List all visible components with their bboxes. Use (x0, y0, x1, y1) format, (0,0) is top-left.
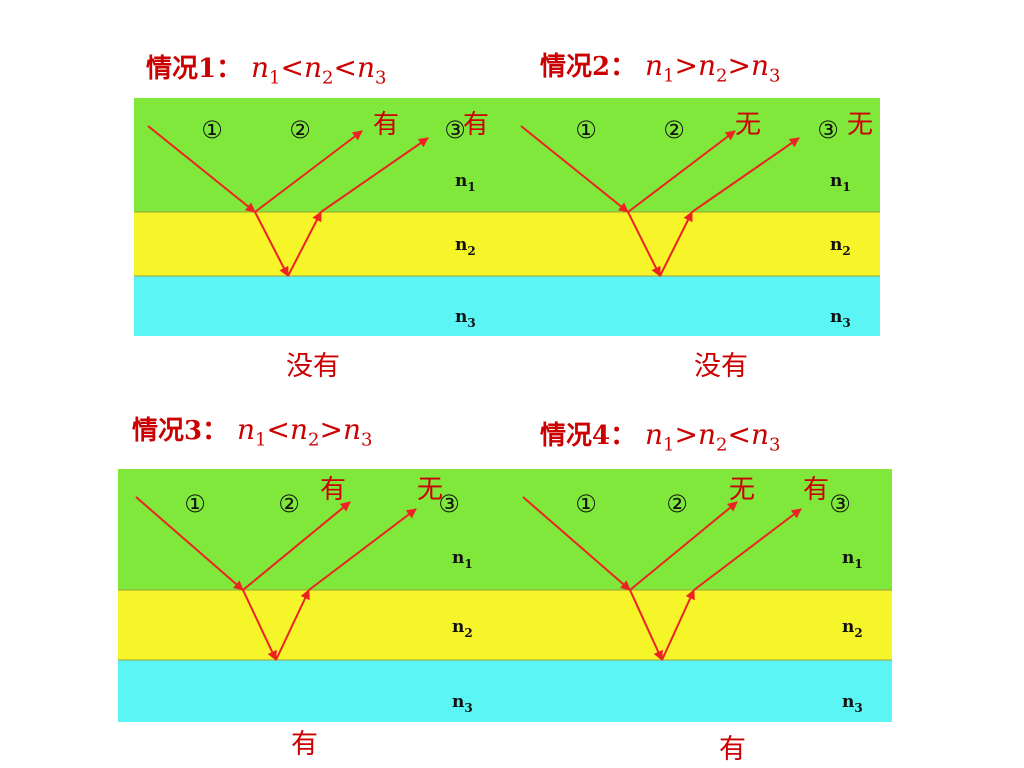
case-2-ray-label-1: ① (575, 116, 597, 144)
case-2-reflected-ray-2 (627, 130, 736, 213)
case-2-title: 情况2： n1>n2>n3 (540, 49, 781, 87)
case-1-label: 情况1： (146, 54, 243, 84)
case-2-layer-2 (510, 212, 880, 276)
case-4-layer-label-3: n3 (842, 692, 863, 715)
case-1-layer-3 (134, 276, 510, 336)
case-2-ray-label-2: ② (663, 116, 685, 144)
case-4-label: 情况4： (540, 421, 637, 451)
case-2-ray-label-3: ③ (817, 116, 839, 144)
case-1-title: 情况1： n1<n2<n3 (146, 51, 387, 89)
case-4-reflection-2-mark: 无 (729, 475, 755, 505)
case-3-ray-label-3: ③ (438, 490, 460, 518)
case-3-reflected-ray-3 (308, 508, 417, 591)
case-3-reflection-2-mark: 有 (320, 475, 346, 505)
case-3-note: 有 (291, 729, 318, 760)
case-3-layer-1 (118, 469, 502, 590)
case-2-refracted-ray-down (627, 211, 661, 277)
case-2-reflection-3-mark: 无 (847, 110, 873, 140)
case-4-layer-2 (502, 590, 892, 660)
case-2-incident-ray (520, 125, 629, 213)
case-1-layer-label-1: n1 (455, 171, 476, 194)
case-1-layer-label-2: n2 (455, 235, 476, 258)
case-2-refracted-ray-up (659, 211, 693, 277)
case-2-reflected-ray-3 (691, 137, 800, 213)
case-1-refracted-ray-down (254, 211, 289, 277)
case-1-ray-label-2: ② (289, 116, 311, 144)
case-4-refracted-ray-down (629, 589, 663, 661)
case-1-reflected-ray-3 (320, 137, 429, 213)
case-3-ray-label-2: ② (278, 490, 300, 518)
case-4-layer-label-2: n2 (842, 617, 863, 640)
case-4-title: 情况4： n1>n2<n3 (540, 418, 781, 456)
case-4-layer-1 (502, 469, 892, 590)
case-1-note: 没有 (286, 351, 340, 382)
case-2-reflection-2-mark: 无 (735, 110, 761, 140)
case-2-layer-1 (510, 98, 880, 212)
case-2-layer-label-3: n3 (830, 307, 851, 330)
case-1-reflection-2-mark: 有 (373, 110, 399, 140)
case-1-reflection-3-mark: 有 (463, 110, 489, 140)
case-3-layer-3 (118, 660, 502, 722)
case-4-layer-label-1: n1 (842, 548, 863, 571)
case-2-layer-label-2: n2 (830, 235, 851, 258)
case-4-ray-label-3: ③ (829, 490, 851, 518)
case-1-layer-2 (134, 212, 510, 276)
case-4-reflected-ray-3 (693, 508, 802, 591)
case-3-layer-label-2: n2 (452, 617, 473, 640)
case-3-title: 情况3： n1<n2>n3 (132, 413, 373, 451)
case-3-layer-label-3: n3 (452, 692, 473, 715)
case-3-incident-ray (135, 496, 244, 591)
case-3-reflection-3-mark: 无 (417, 475, 443, 505)
case-4-refracted-ray-up (661, 589, 695, 661)
case-4-layer-3 (502, 660, 892, 722)
case-3-layer-label-1: n1 (452, 548, 473, 571)
case-4-reflection-3-mark: 有 (803, 475, 829, 505)
case-1-layer-label-3: n3 (455, 307, 476, 330)
case-3-refracted-ray-up (275, 589, 310, 661)
case-1-incident-ray (147, 125, 256, 213)
case-2-layer-3 (510, 276, 880, 336)
case-1-ray-label-3: ③ (444, 116, 466, 144)
case-1-reflected-ray-2 (254, 130, 363, 213)
case-3-label: 情况3： (132, 416, 229, 446)
case-1-ray-label-1: ① (201, 116, 223, 144)
case-1-layer-1 (134, 98, 510, 212)
case-4-ray-label-1: ① (575, 490, 597, 518)
case-4-incident-ray (522, 496, 631, 591)
case-2-note: 没有 (694, 351, 748, 382)
case-1-refracted-ray-up (287, 211, 322, 277)
case-3-ray-label-1: ① (184, 490, 206, 518)
case-4-reflected-ray-2 (629, 501, 738, 591)
case-3-reflected-ray-2 (242, 501, 351, 591)
case-2-label: 情况2： (540, 52, 637, 82)
case-4-note: 有 (719, 734, 746, 765)
case-4-ray-label-2: ② (666, 490, 688, 518)
case-3-refracted-ray-down (242, 589, 277, 661)
case-2-layer-label-1: n1 (830, 171, 851, 194)
case-3-layer-2 (118, 590, 502, 660)
